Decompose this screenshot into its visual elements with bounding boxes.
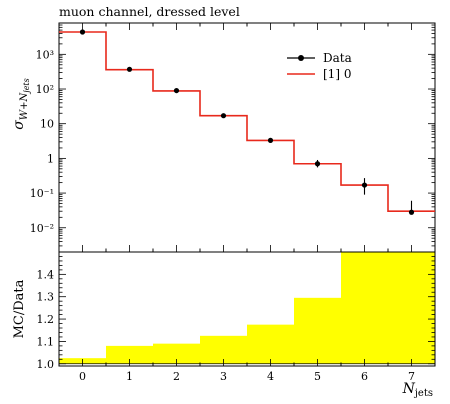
ratio-bar xyxy=(106,345,153,364)
x-label-main: N xyxy=(402,381,416,397)
x-tick-label: 2 xyxy=(173,370,180,383)
ratio-y-tick-label: 1.4 xyxy=(37,268,55,281)
main-y-tick-label: 10⁻² xyxy=(30,222,54,235)
legend-mc-label: [1] 0 xyxy=(323,67,351,81)
x-tick-label: 3 xyxy=(220,370,227,383)
ratio-y-label: MC/Data xyxy=(12,279,27,338)
data-point xyxy=(267,137,274,143)
main-y-label-main: σ xyxy=(11,120,27,130)
ratio-y-tick-label: 1.2 xyxy=(37,313,55,326)
data-points xyxy=(79,29,415,215)
ratio-bar xyxy=(341,252,388,364)
ratio-bar xyxy=(153,343,200,364)
x-ticks: 0 1 2 3 4 5 6 7 xyxy=(79,23,415,383)
data-point xyxy=(173,87,180,94)
data-point xyxy=(220,113,227,119)
ratio-bar xyxy=(388,252,435,364)
mc-step-line xyxy=(59,31,435,213)
mc-step-path xyxy=(59,31,435,213)
data-point xyxy=(361,182,368,188)
chart-title: muon channel, dressed level xyxy=(59,4,240,19)
data-point xyxy=(408,209,415,215)
main-y-tick-label: 1 xyxy=(47,152,54,165)
x-axis-label: Njets xyxy=(402,381,433,399)
main-y-label-sub: W+N xyxy=(19,92,30,121)
ratio-y-tick-label: 1.3 xyxy=(37,291,55,304)
data-point xyxy=(314,161,321,167)
main-panel: 10⁻² 10⁻¹ 1 10 10² 10³ Data [1] 0 σW+Njets xyxy=(11,22,436,253)
main-y-tick-label: 10² xyxy=(36,83,54,96)
ratio-y-tick-label: 1.0 xyxy=(37,358,55,371)
legend-data-marker xyxy=(298,55,304,61)
ratio-y-tick-label: 1.1 xyxy=(37,335,55,348)
x-label-sub: jets xyxy=(414,388,433,399)
legend-data-label: Data xyxy=(323,51,352,65)
x-tick-label: 7 xyxy=(408,370,415,383)
x-tick-label: 6 xyxy=(361,370,368,383)
main-y-label-subsub: jets xyxy=(22,78,31,95)
data-point xyxy=(79,29,86,35)
x-tick-label: 4 xyxy=(267,370,274,383)
main-y-tick-label: 10 xyxy=(40,118,54,131)
main-y-tick-label: 10³ xyxy=(36,48,54,61)
main-y-label: σW+Njets xyxy=(11,78,31,130)
x-tick-label: 1 xyxy=(126,370,133,383)
ratio-y-ticks: 1.0 1.1 1.2 1.3 1.4 xyxy=(37,251,435,371)
ratio-band xyxy=(59,252,435,365)
ratio-panel: 1.0 1.1 1.2 1.3 1.4 0 1 2 3 4 5 6 7 MC/Data Njets xyxy=(12,23,436,399)
main-y-ticks: 10⁻² 10⁻¹ 1 10 10² 10³ xyxy=(30,22,435,253)
x-tick-label: 0 xyxy=(79,370,86,383)
ratio-bar xyxy=(294,297,341,364)
main-y-tick-label: 10⁻¹ xyxy=(30,187,54,200)
legend: Data [1] 0 xyxy=(287,51,352,81)
data-point xyxy=(126,66,133,72)
x-tick-label: 5 xyxy=(314,370,321,383)
ratio-bar xyxy=(247,324,294,364)
